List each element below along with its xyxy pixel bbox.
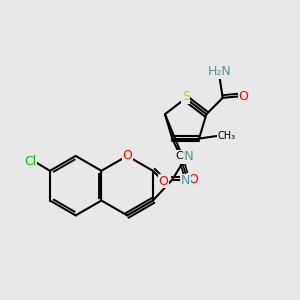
Text: O: O: [122, 149, 132, 162]
Text: N: N: [181, 174, 190, 187]
Text: CH₃: CH₃: [218, 130, 236, 141]
Text: O: O: [158, 175, 168, 188]
Text: HN: HN: [176, 150, 195, 163]
Text: O: O: [188, 173, 198, 186]
Text: C: C: [176, 152, 184, 161]
Text: S: S: [182, 90, 190, 104]
Text: Cl: Cl: [25, 155, 37, 168]
Text: O: O: [238, 90, 248, 103]
Text: H₂N: H₂N: [208, 65, 232, 79]
